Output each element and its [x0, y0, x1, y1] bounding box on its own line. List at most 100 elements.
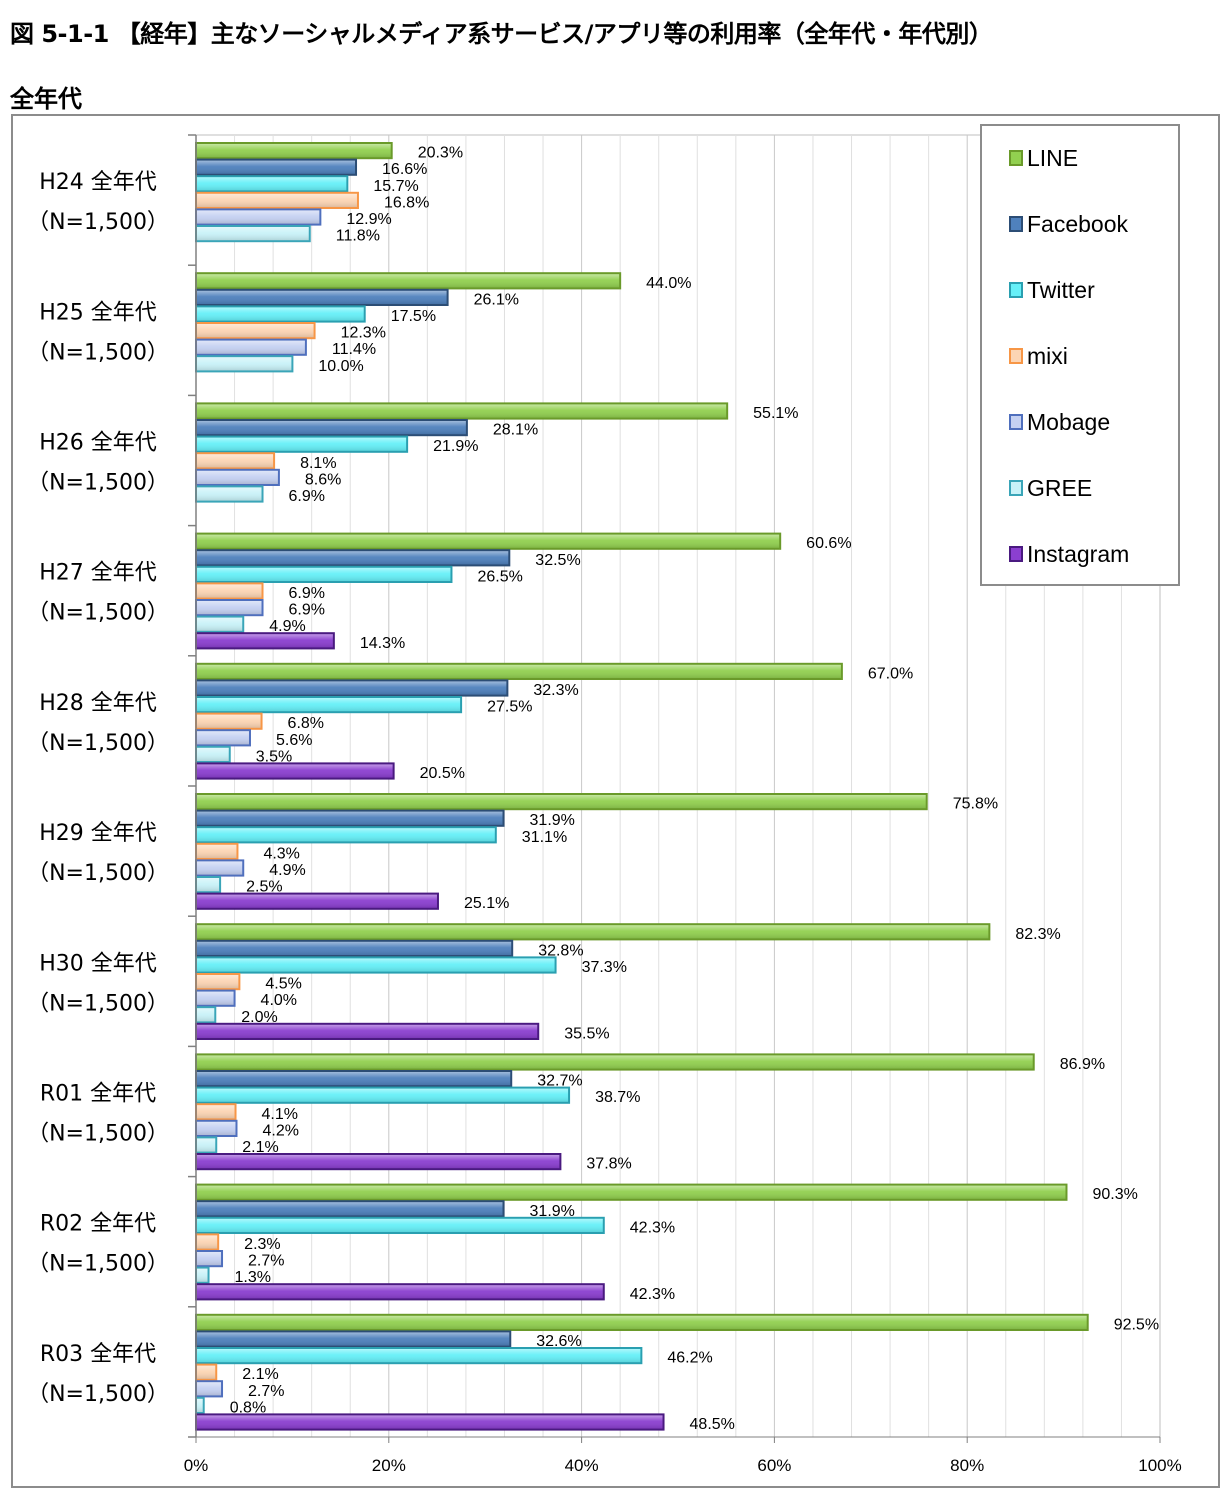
- bar-sheen: [197, 1252, 222, 1266]
- legend-label: Mobage: [1027, 409, 1110, 435]
- value-label: 31.9%: [530, 812, 575, 829]
- value-label: 42.3%: [630, 1219, 675, 1236]
- bar-sheen: [197, 534, 780, 548]
- bar-sheen: [197, 1268, 208, 1282]
- value-label: 37.8%: [586, 1156, 631, 1173]
- axes-layer: H24 全年代 （N=1,500） H25 全年代 （N=1,500） H26 全年代 （…: [27, 134, 1182, 1475]
- bar-sheen: [197, 878, 220, 892]
- bar-sheen: [197, 634, 333, 648]
- value-label: 86.9%: [1060, 1056, 1105, 1073]
- value-label: 67.0%: [868, 665, 913, 682]
- bar-sheen: [197, 1285, 603, 1299]
- bar-sheen: [197, 227, 309, 241]
- bar-sheen: [197, 1349, 641, 1363]
- category-label: H27 全年代: [39, 561, 157, 586]
- bar-sheen: [197, 1235, 218, 1249]
- legend-swatch-mixi: [1009, 348, 1023, 364]
- category-n-label: （N=1,500）: [27, 471, 169, 496]
- value-label: 11.4%: [332, 341, 376, 358]
- bar-sheen: [197, 144, 391, 158]
- value-label: 8.1%: [300, 455, 336, 472]
- legend-swatch-facebook: [1009, 216, 1023, 232]
- value-label: 26.1%: [474, 291, 519, 308]
- category-label: H29 全年代: [39, 821, 157, 846]
- value-label: 4.5%: [265, 976, 301, 993]
- bar-sheen: [197, 1202, 503, 1216]
- legend-label: mixi: [1027, 343, 1068, 369]
- legend-swatch-mobage: [1009, 414, 1023, 430]
- value-label: 6.8%: [288, 715, 324, 732]
- value-label: 75.8%: [953, 796, 998, 813]
- bar-sheen: [197, 421, 466, 435]
- bar-sheen: [197, 617, 243, 631]
- value-label: 38.7%: [595, 1089, 640, 1106]
- value-label: 4.0%: [261, 992, 297, 1009]
- value-label: 48.5%: [690, 1416, 735, 1433]
- bar-sheen: [197, 487, 262, 501]
- value-label: 44.0%: [646, 275, 691, 292]
- value-label: 5.6%: [276, 732, 312, 749]
- legend-swatch-line: [1009, 150, 1023, 166]
- value-label: 2.1%: [242, 1366, 278, 1383]
- bar-sheen: [197, 454, 274, 468]
- value-label: 27.5%: [487, 699, 532, 716]
- bar-sheen: [197, 290, 447, 304]
- bar-sheen: [197, 714, 261, 728]
- value-label: 14.3%: [360, 635, 405, 652]
- bar-sheen: [197, 828, 495, 842]
- value-label: 2.0%: [241, 1009, 277, 1026]
- x-tick-label: 0%: [184, 1456, 209, 1475]
- bar-sheen: [197, 664, 841, 678]
- value-label: 26.5%: [477, 568, 522, 585]
- bar-sheen: [197, 1415, 663, 1429]
- bar-sheen: [197, 1365, 216, 1379]
- legend-swatch-gree: [1009, 480, 1023, 496]
- value-label: 8.6%: [305, 471, 341, 488]
- value-label: 17.5%: [391, 308, 436, 325]
- legend-label: Instagram: [1027, 541, 1129, 567]
- value-label: 32.3%: [533, 682, 578, 699]
- bar-sheen: [197, 1138, 216, 1152]
- category-label: R02 全年代: [40, 1212, 156, 1237]
- bar-sheen: [197, 177, 347, 191]
- bar-sheen: [197, 324, 314, 338]
- category-label: R03 全年代: [40, 1342, 156, 1367]
- bar-sheen: [197, 601, 262, 615]
- value-label: 25.1%: [464, 895, 509, 912]
- value-label: 6.9%: [289, 602, 325, 619]
- category-n-label: （N=1,500）: [27, 731, 169, 756]
- category-n-label: （N=1,500）: [27, 1382, 169, 1407]
- bar-sheen: [197, 894, 437, 908]
- category-label: H30 全年代: [39, 951, 157, 976]
- bar-sheen: [197, 1398, 203, 1412]
- x-tick-label: 20%: [372, 1456, 406, 1475]
- bar-sheen: [197, 274, 620, 288]
- value-label: 32.7%: [537, 1073, 582, 1090]
- category-n-label: （N=1,500）: [27, 601, 169, 626]
- value-label: 82.3%: [1015, 926, 1060, 943]
- value-label: 6.9%: [289, 488, 325, 505]
- category-n-label: （N=1,500）: [27, 861, 169, 886]
- value-label: 37.3%: [582, 959, 627, 976]
- value-label: 11.8%: [336, 228, 380, 245]
- value-label: 2.1%: [242, 1139, 278, 1156]
- bar-sheen: [197, 551, 509, 565]
- x-tick-label: 60%: [757, 1456, 791, 1475]
- bar-sheen: [197, 160, 356, 174]
- bar-sheen: [197, 925, 989, 939]
- category-label: R01 全年代: [40, 1082, 156, 1107]
- bar-sheen: [197, 1121, 236, 1135]
- bar-sheen: [197, 584, 262, 598]
- bar-sheen: [197, 567, 451, 581]
- value-label: 28.1%: [493, 422, 538, 439]
- bar-sheen: [197, 1008, 215, 1022]
- bar-sheen: [197, 210, 320, 224]
- bar-sheen: [197, 1088, 569, 1102]
- value-label: 2.7%: [248, 1383, 284, 1400]
- value-label: 6.9%: [289, 585, 325, 602]
- value-label: 16.8%: [384, 194, 429, 211]
- category-label: H28 全年代: [39, 691, 157, 716]
- value-label: 32.5%: [535, 552, 580, 569]
- value-label: 2.7%: [248, 1253, 284, 1270]
- bar-sheen: [197, 681, 507, 695]
